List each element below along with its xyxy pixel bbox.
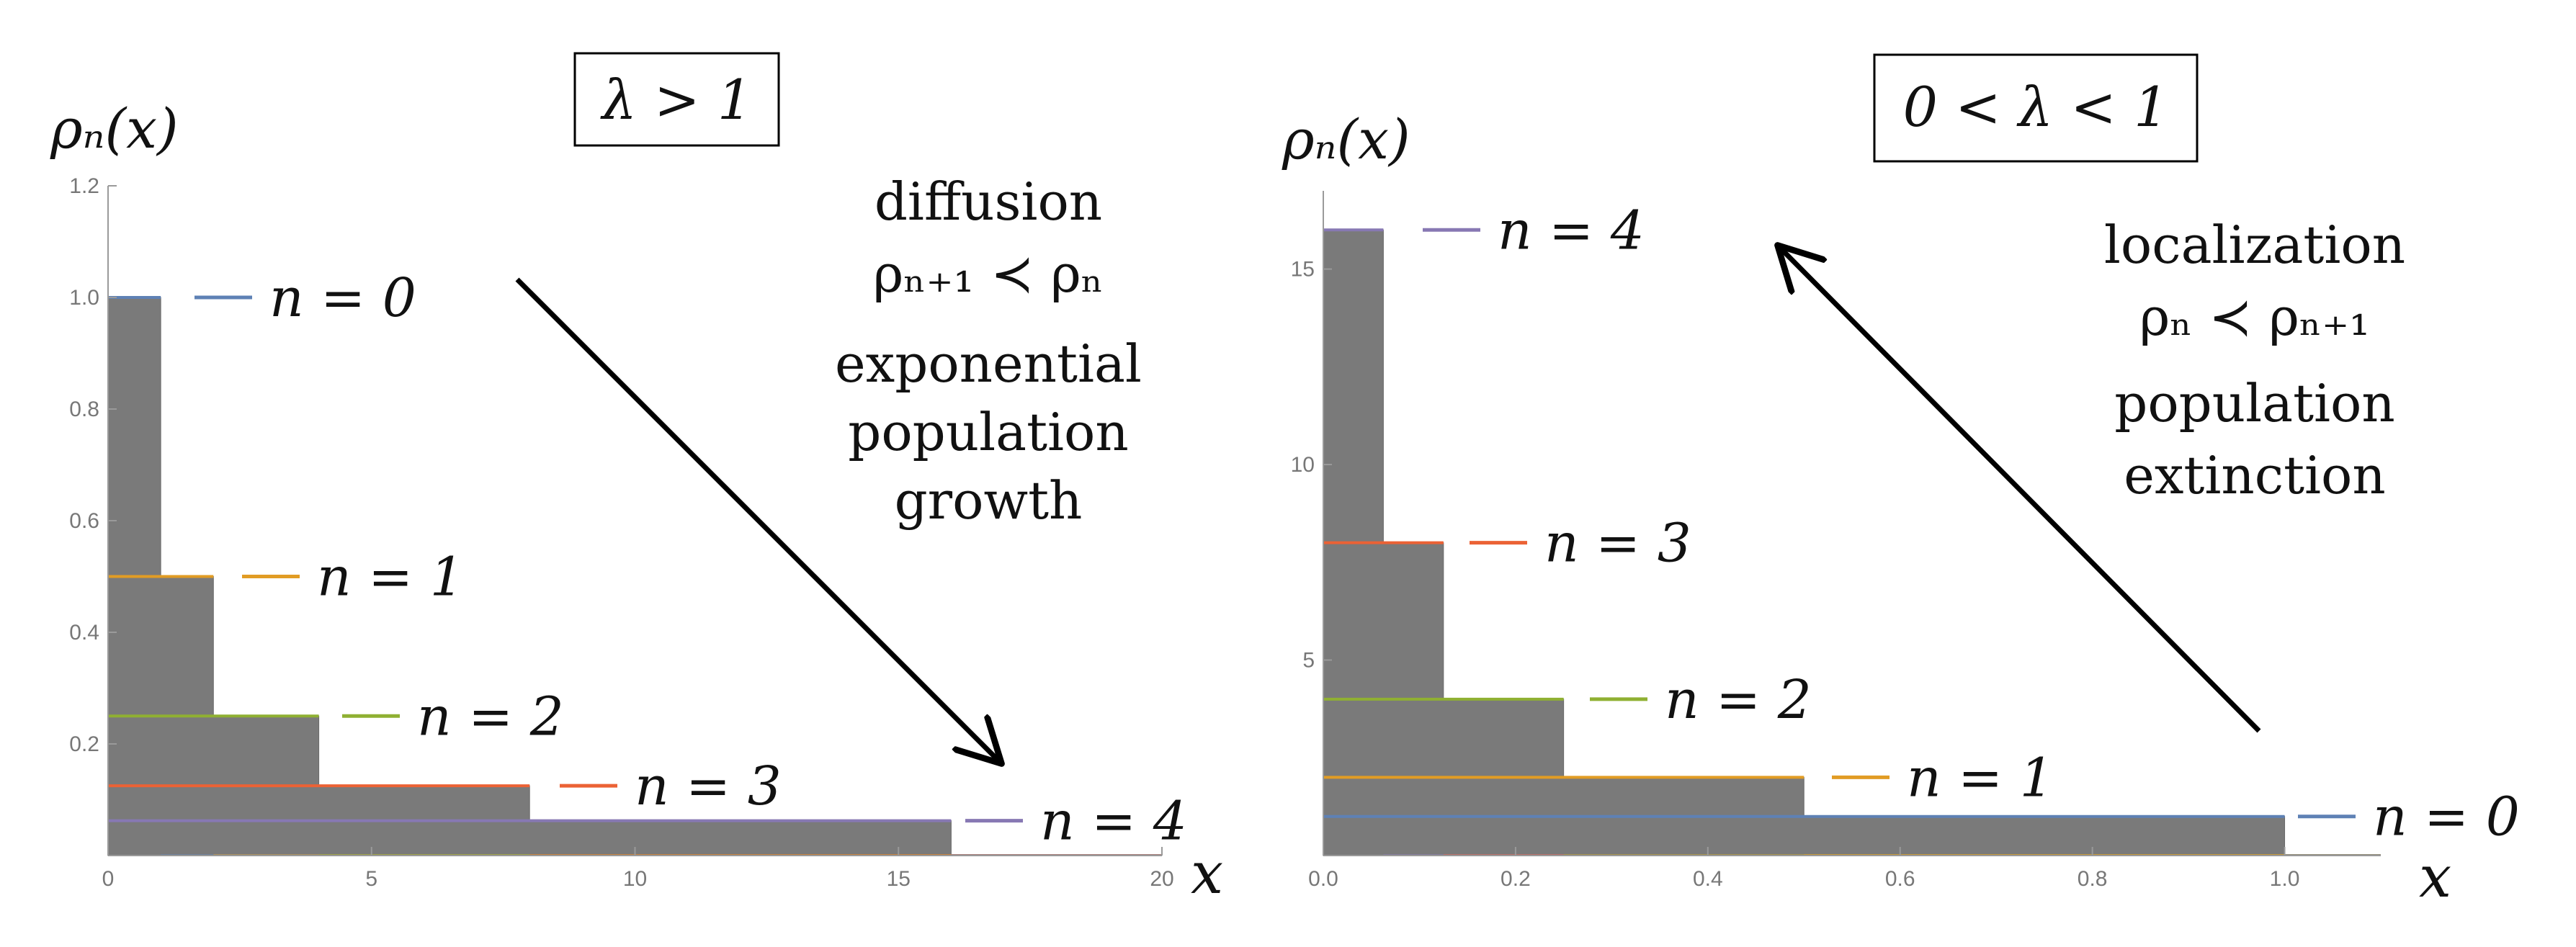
right-annotation-line-2: ρₙ ≺ ρₙ₊₁ [2139,287,2370,347]
right-condition-label: 0 < λ < 1 [1903,75,2169,139]
left-x-tick-label-2: 10 [623,867,647,891]
left-legend-label-1: n = 1 [317,547,464,609]
left-y-tick-label-0: 0.2 [69,732,99,756]
right-annotation-line-3: population [2114,373,2395,434]
left-x-tick-label-4: 20 [1150,867,1173,891]
left-x-axis-label: x [1191,840,1223,907]
left-annotation-line-4: population [848,402,1129,462]
right-x-tick-label-4: 0.8 [2078,867,2108,891]
right-annotation-line-1: localization [2104,215,2405,275]
right-bar-4 [1323,816,2286,856]
chart-left: 0 5 10 15 200.20.40.60.81.01.2 n = 0n = 1n =… [50,52,1223,907]
right-y-tick-label-0: 5 [1302,649,1315,673]
left-annotation-line-5: growth [895,470,1083,531]
right-legend-label-2: n = 2 [1665,669,1812,731]
left-x-tick-label-3: 15 [887,867,911,891]
right-legend-label-3: n = 1 [1907,747,2054,809]
left-annotation-line-2: ρₙ₊₁ ≺ ρₙ [873,243,1104,304]
left-legend-label-4: n = 4 [1040,791,1187,853]
left-legend-label-0: n = 0 [269,267,416,329]
left-legend-label-3: n = 3 [635,755,782,817]
right-trend-arrow [1779,247,2261,733]
left-condition-box [573,52,780,147]
left-condition-label: λ > 1 [600,68,753,132]
left-bars [107,297,952,856]
left-annotation-line-1: diffusion [875,171,1102,232]
right-y-tick-label-2: 15 [1291,258,1315,282]
left-legend-label-2: n = 2 [417,686,564,748]
left-y-tick-label-4: 1.0 [69,286,99,310]
right-x-tick-label-0: 0.0 [1308,867,1338,891]
right-x-axis-label: x [2419,843,2451,910]
left-y-tick-label-1: 0.4 [69,621,99,645]
left-ticks: 0 5 10 15 20 0.2 0.4 0.6 0.8 1.0 1.2 [69,174,1173,891]
right-x-tick-label-3: 0.6 [1885,867,1915,891]
left-x-tick-label-0: 0 [102,867,115,891]
right-x-tick-label-2: 0.4 [1693,867,1723,891]
left-y-axis-label: ρₙ(x) [50,97,179,161]
right-axes [1323,191,2381,856]
left-annotation-line-3: exponential [835,333,1142,394]
left-y-tick-label-3: 0.8 [69,398,99,421]
right-annotation-line-4: extinction [2124,445,2386,506]
left-y-tick-label-5: 1.2 [69,174,99,198]
left-x-tick-label-1: 5 [365,867,377,891]
right-legend-label-1: n = 3 [1544,513,1691,575]
right-condition-box [1873,53,2199,163]
right-ticks: 0.0 0.2 0.4 0.6 0.8 1.0 5 10 15 [1291,258,2300,891]
right-y-tick-label-1: 10 [1291,453,1315,477]
left-legend: n = 0 n = 1 n = 2 n = 3 n = 4 [194,267,1187,853]
right-legend: n = 4 n = 3 n = 2 n = 1 n = 0 [1423,199,2520,848]
left-y-tick-label-2: 0.6 [69,509,99,533]
right-legend-label-0: n = 4 [1498,199,1645,261]
right-y-axis-label: ρₙ(x) [1282,107,1410,171]
left-trend-arrow [515,277,1000,762]
right-x-tick-label-1: 0.2 [1501,867,1531,891]
right-x-tick-label-5: 1.0 [2270,867,2300,891]
left-bar-4 [107,820,952,856]
right-legend-label-4: n = 0 [2373,786,2520,848]
